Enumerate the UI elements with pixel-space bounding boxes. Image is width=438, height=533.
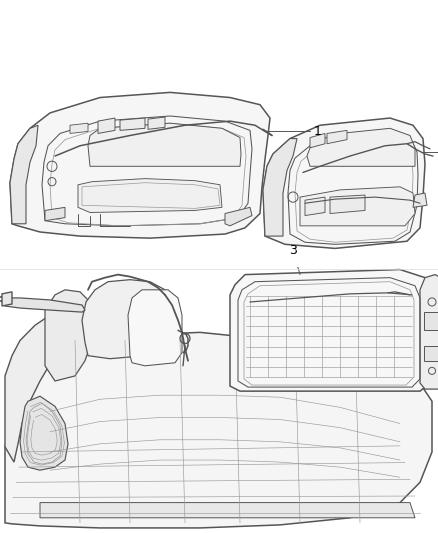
Polygon shape bbox=[305, 197, 325, 215]
Polygon shape bbox=[20, 396, 68, 470]
Polygon shape bbox=[230, 270, 430, 391]
Polygon shape bbox=[225, 207, 252, 226]
Polygon shape bbox=[5, 315, 70, 462]
Polygon shape bbox=[45, 290, 95, 381]
Polygon shape bbox=[420, 274, 438, 389]
Polygon shape bbox=[82, 280, 178, 359]
Polygon shape bbox=[5, 333, 432, 528]
Polygon shape bbox=[263, 139, 297, 236]
Polygon shape bbox=[120, 118, 145, 131]
Polygon shape bbox=[2, 292, 12, 306]
Polygon shape bbox=[263, 118, 425, 248]
Text: 3: 3 bbox=[289, 244, 297, 257]
Polygon shape bbox=[70, 123, 88, 133]
Polygon shape bbox=[2, 298, 85, 312]
Polygon shape bbox=[10, 125, 38, 224]
Polygon shape bbox=[88, 123, 241, 166]
Text: 1: 1 bbox=[314, 125, 322, 138]
Polygon shape bbox=[10, 92, 270, 238]
Polygon shape bbox=[78, 179, 222, 213]
Polygon shape bbox=[307, 128, 415, 166]
Polygon shape bbox=[148, 117, 165, 130]
Polygon shape bbox=[413, 193, 427, 207]
Polygon shape bbox=[40, 503, 415, 518]
Polygon shape bbox=[424, 345, 438, 361]
Polygon shape bbox=[424, 312, 438, 330]
Polygon shape bbox=[327, 131, 347, 144]
Polygon shape bbox=[98, 118, 115, 133]
Polygon shape bbox=[300, 187, 415, 226]
Polygon shape bbox=[128, 290, 182, 366]
Polygon shape bbox=[310, 133, 325, 148]
Polygon shape bbox=[330, 195, 365, 214]
Polygon shape bbox=[45, 207, 65, 221]
